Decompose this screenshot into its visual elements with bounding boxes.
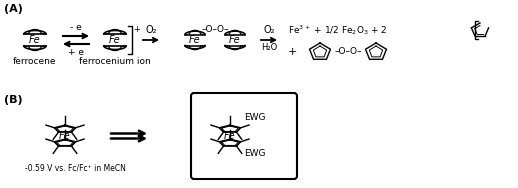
Text: ferrocene: ferrocene [13,57,57,66]
Text: - e: - e [70,23,82,32]
Text: EWG: EWG [244,149,266,158]
Text: EWG: EWG [244,114,266,123]
Text: Fe$^{3+}$ + 1/2 Fe$_2$O$_3$ + 2: Fe$^{3+}$ + 1/2 Fe$_2$O$_3$ + 2 [288,23,387,37]
Text: Fe: Fe [59,131,71,141]
Text: Fe: Fe [109,35,121,45]
Text: -0.59 V vs. Fc/Fc⁺ in MeCN: -0.59 V vs. Fc/Fc⁺ in MeCN [25,164,126,173]
Text: –O–O–: –O–O– [334,48,362,57]
Text: + e: + e [68,48,84,57]
Text: (A): (A) [4,4,23,14]
Text: H₂O: H₂O [261,43,277,52]
Text: Fe: Fe [224,131,236,141]
Text: +: + [288,47,297,57]
Text: O₂: O₂ [145,25,157,35]
Text: +: + [133,25,140,34]
Text: (B): (B) [4,95,23,105]
Text: ferrocenium ion: ferrocenium ion [79,57,151,66]
Text: Fe: Fe [29,35,41,45]
Text: O₂: O₂ [263,25,275,35]
Text: Fe: Fe [229,35,241,45]
Text: –O–O–: –O–O– [202,25,229,34]
Text: Fe: Fe [189,35,201,45]
